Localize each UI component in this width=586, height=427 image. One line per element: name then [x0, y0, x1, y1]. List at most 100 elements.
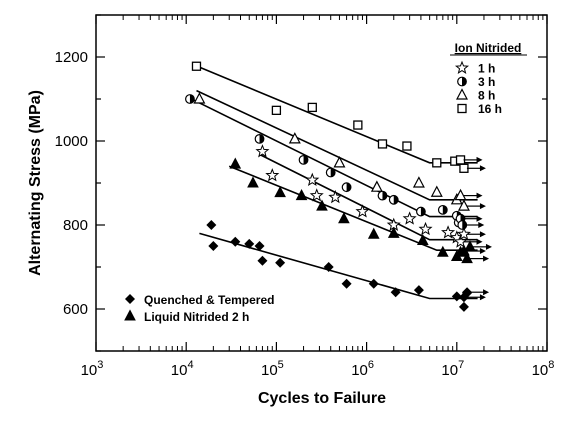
data-point: [208, 241, 219, 251]
data-point: [325, 167, 336, 178]
data-point: [390, 287, 401, 298]
runout-arrow: [466, 248, 486, 255]
y-axis-title: Alternating Stress (MPa): [27, 90, 44, 276]
runout-arrow: [463, 156, 483, 163]
x-axis-ticks: 103 104 105 106 107 108: [81, 15, 555, 379]
data-point: [432, 158, 442, 168]
runout-point: [464, 240, 476, 252]
data-point: [402, 211, 417, 225]
legend-marker: [457, 103, 467, 114]
data-point: [309, 188, 324, 202]
data-point: [247, 176, 259, 188]
x-tick-label: 108: [532, 359, 555, 379]
legend-ion-title: Ion Nitrided: [455, 41, 522, 55]
data-point: [367, 227, 380, 239]
y-tick-label: 1000: [55, 133, 88, 150]
x-tick-label: 103: [81, 359, 104, 379]
trend-lines: [189, 63, 478, 300]
data-point: [418, 221, 433, 236]
runout-point: [455, 155, 466, 165]
data-point: [377, 190, 388, 201]
data-point: [265, 168, 280, 182]
data-point: [323, 262, 334, 272]
data-points: [185, 61, 476, 312]
y-axis-ticks: 600 800 1000 1200: [55, 14, 547, 352]
data-point: [307, 102, 317, 113]
x-tick-label: 106: [351, 359, 374, 379]
x-tick-label: 105: [261, 359, 284, 379]
legend-label: Quenched & Tempered: [144, 293, 274, 307]
data-point: [416, 206, 426, 217]
data-point: [244, 238, 255, 249]
data-point: [416, 233, 429, 246]
runout-point: [459, 163, 469, 173]
runout-arrows: [463, 156, 492, 301]
runout-arrow: [466, 231, 486, 238]
runout-arrow: [466, 203, 486, 210]
data-point: [191, 61, 202, 71]
legend-label: 16 h: [478, 102, 502, 116]
runout-arrow: [466, 294, 486, 301]
trend-line: [192, 63, 478, 164]
legend-marker: [125, 294, 135, 304]
data-point: [412, 176, 425, 188]
runout-arrow: [465, 222, 485, 228]
runout-point: [454, 188, 467, 201]
data-point: [288, 132, 301, 144]
y-tick-label: 600: [63, 301, 88, 318]
data-point: [441, 225, 456, 239]
runout-point: [456, 226, 471, 241]
data-point: [338, 212, 350, 224]
trend-line: [196, 89, 478, 201]
data-point: [316, 199, 328, 211]
runout-point: [461, 252, 473, 264]
y-tick-label: 1200: [55, 49, 88, 66]
x-tick-label: 104: [171, 359, 194, 379]
data-point: [206, 220, 217, 230]
data-point: [193, 92, 206, 104]
legend-marker: [456, 88, 468, 100]
runout-arrow: [463, 192, 483, 199]
data-point: [254, 241, 265, 251]
legend-label: 3 h: [478, 75, 495, 89]
data-point: [275, 257, 286, 268]
data-point: [458, 301, 469, 312]
y-tick-label: 800: [63, 217, 88, 234]
data-point: [377, 139, 388, 149]
data-point: [430, 185, 443, 197]
legend-ion-nitrided: Ion Nitrided 1 h3 h8 h16 h: [450, 41, 527, 116]
data-point: [368, 278, 379, 289]
runout-arrow: [470, 289, 490, 296]
data-point: [387, 226, 400, 238]
data-point: [355, 204, 370, 218]
data-point: [388, 194, 399, 205]
data-point: [271, 105, 282, 115]
legend-other: Quenched & Tempered Liquid Nitrided 2 h: [124, 293, 274, 324]
data-point: [257, 255, 268, 266]
data-point: [305, 172, 320, 187]
runout-arrow: [472, 243, 492, 250]
data-point: [402, 141, 412, 151]
data-point: [341, 182, 352, 193]
data-point: [451, 291, 462, 302]
legend-label: 1 h: [478, 62, 495, 76]
runout-arrow: [463, 238, 483, 245]
legend-label: Liquid Nitrided 2 h: [144, 310, 249, 324]
runout-point: [453, 234, 468, 248]
data-point: [353, 120, 363, 130]
data-point: [333, 156, 346, 168]
trend-line: [259, 153, 478, 241]
trend-line: [199, 232, 478, 300]
data-point: [295, 189, 308, 201]
data-point: [274, 186, 286, 198]
data-point: [328, 189, 343, 204]
runout-arrow: [470, 255, 490, 262]
data-point: [255, 144, 270, 158]
data-point: [229, 157, 242, 169]
legend-marker: [124, 309, 136, 321]
legend-marker: [454, 60, 470, 74]
runout-arrow: [463, 215, 483, 222]
legend-marker: [457, 76, 467, 87]
runout-point: [457, 220, 468, 230]
